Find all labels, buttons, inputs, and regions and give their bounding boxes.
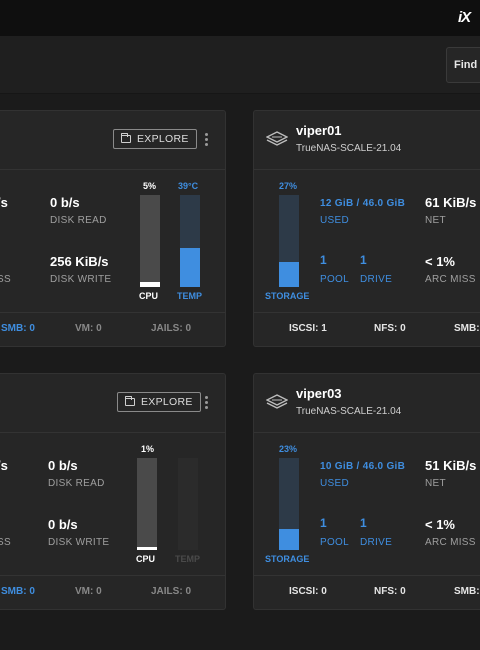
server-icon <box>266 394 288 409</box>
disk-write-label: DISK WRITE <box>48 537 110 548</box>
smb-count: SMB: 0 <box>1 586 35 597</box>
pool-value: 1 <box>320 253 327 267</box>
disk-read-label: DISK READ <box>48 478 105 489</box>
cpu-gauge <box>137 458 157 550</box>
find-button[interactable]: Find <box>446 47 480 83</box>
net-value: 51 KiB/s <box>425 458 477 473</box>
explore-button[interactable]: EXPLORE <box>117 392 201 412</box>
storage-gauge-fill <box>279 262 299 287</box>
smb-count: SMB: <box>454 586 480 597</box>
net-value: 61 KiB/s <box>425 195 477 210</box>
server-icon <box>266 131 288 146</box>
explore-label: EXPLORE <box>137 133 189 145</box>
temp-gauge-fill <box>180 248 200 287</box>
nfs-count: NFS: 0 <box>374 586 406 597</box>
storage-label: STORAGE <box>265 291 310 301</box>
temp-value: 39°C <box>178 181 199 191</box>
jails-count: JAILS: 0 <box>151 586 192 597</box>
arc-miss-value: < 1% <box>425 517 455 532</box>
temp-gauge <box>178 458 198 550</box>
storage-label: STORAGE <box>265 554 310 564</box>
drive-value: 1 <box>360 516 367 530</box>
smb-count: SMB: 0 <box>1 323 35 334</box>
used-label: USED <box>320 478 349 489</box>
temp-gauge <box>180 195 200 287</box>
system-card-bottom-left: EXPLORE /s SS 0 b/s DISK READ 0 b/s DISK… <box>0 373 226 610</box>
explore-label: EXPLORE <box>141 396 193 408</box>
iscsi-count: ISCSI: 1 <box>289 323 327 334</box>
net-value-partial: /s <box>0 458 8 473</box>
folder-icon <box>121 133 131 143</box>
net-value-partial: /s <box>0 195 8 210</box>
system-name[interactable]: viper03 <box>296 386 342 401</box>
cpu-gauge-fill <box>137 547 157 550</box>
storage-percent: 27% <box>279 181 298 191</box>
system-version: TrueNAS-SCALE-21.04 <box>296 406 402 417</box>
cpu-gauge <box>140 195 160 287</box>
system-version: TrueNAS-SCALE-21.04 <box>296 143 402 154</box>
used-value: 12 GiB / 46.0 GiB <box>320 198 406 209</box>
smb-count: SMB: <box>454 323 480 334</box>
folder-icon <box>125 396 135 406</box>
net-label: NET <box>425 478 446 489</box>
pool-label: POOL <box>320 274 349 285</box>
cpu-gauge-fill <box>140 282 160 287</box>
used-value: 10 GiB / 46.0 GiB <box>320 461 406 472</box>
jails-count: JAILS: 0 <box>151 323 192 334</box>
pool-label: POOL <box>320 537 349 548</box>
system-name[interactable]: viper01 <box>296 123 342 138</box>
nfs-count: NFS: 0 <box>374 323 406 334</box>
storage-percent: 23% <box>279 444 298 454</box>
kebab-menu-icon[interactable] <box>205 396 209 410</box>
iscsi-count: ISCSI: 0 <box>289 586 327 597</box>
page-toolbar <box>0 36 480 94</box>
system-card-viper03: viper03 TrueNAS-SCALE-21.04 23% STORAGE … <box>253 373 480 610</box>
storage-gauge-fill <box>279 528 299 550</box>
disk-write-value: 256 KiB/s <box>50 254 109 269</box>
disk-write-label: DISK WRITE <box>50 274 112 285</box>
cpu-label: CPU <box>136 554 156 564</box>
top-bar: iX <box>0 0 480 36</box>
drive-value: 1 <box>360 253 367 267</box>
temp-label: TEMP <box>175 554 201 564</box>
pool-value: 1 <box>320 516 327 530</box>
system-card-viper01: viper01 TrueNAS-SCALE-21.04 27% STORAGE … <box>253 110 480 347</box>
arc-miss-label-partial: SS <box>0 274 11 285</box>
vm-count: VM: 0 <box>75 586 102 597</box>
cpu-percent: 5% <box>143 181 157 191</box>
net-label: NET <box>425 215 446 226</box>
arc-miss-label: ARC MISS <box>425 274 476 285</box>
storage-gauge <box>279 195 299 287</box>
disk-read-label: DISK READ <box>50 215 107 226</box>
arc-miss-label-partial: SS <box>0 537 11 548</box>
drive-label: DRIVE <box>360 537 393 548</box>
arc-miss-value: < 1% <box>425 254 455 269</box>
arc-miss-label: ARC MISS <box>425 537 476 548</box>
cpu-percent: 1% <box>141 444 155 454</box>
storage-gauge <box>279 458 299 550</box>
disk-write-value: 0 b/s <box>48 517 78 532</box>
explore-button[interactable]: EXPLORE <box>113 129 197 149</box>
temp-label: TEMP <box>177 291 203 301</box>
cpu-label: CPU <box>139 291 159 301</box>
disk-read-value: 0 b/s <box>48 458 78 473</box>
kebab-menu-icon[interactable] <box>205 133 209 147</box>
vm-count: VM: 0 <box>75 323 102 334</box>
used-label: USED <box>320 215 349 226</box>
disk-read-value: 0 b/s <box>50 195 80 210</box>
system-card-top-left: EXPLORE /s SS 0 b/s DISK READ 256 KiB/s … <box>0 110 226 347</box>
drive-label: DRIVE <box>360 274 393 285</box>
truenas-logo[interactable]: iX <box>458 9 471 26</box>
